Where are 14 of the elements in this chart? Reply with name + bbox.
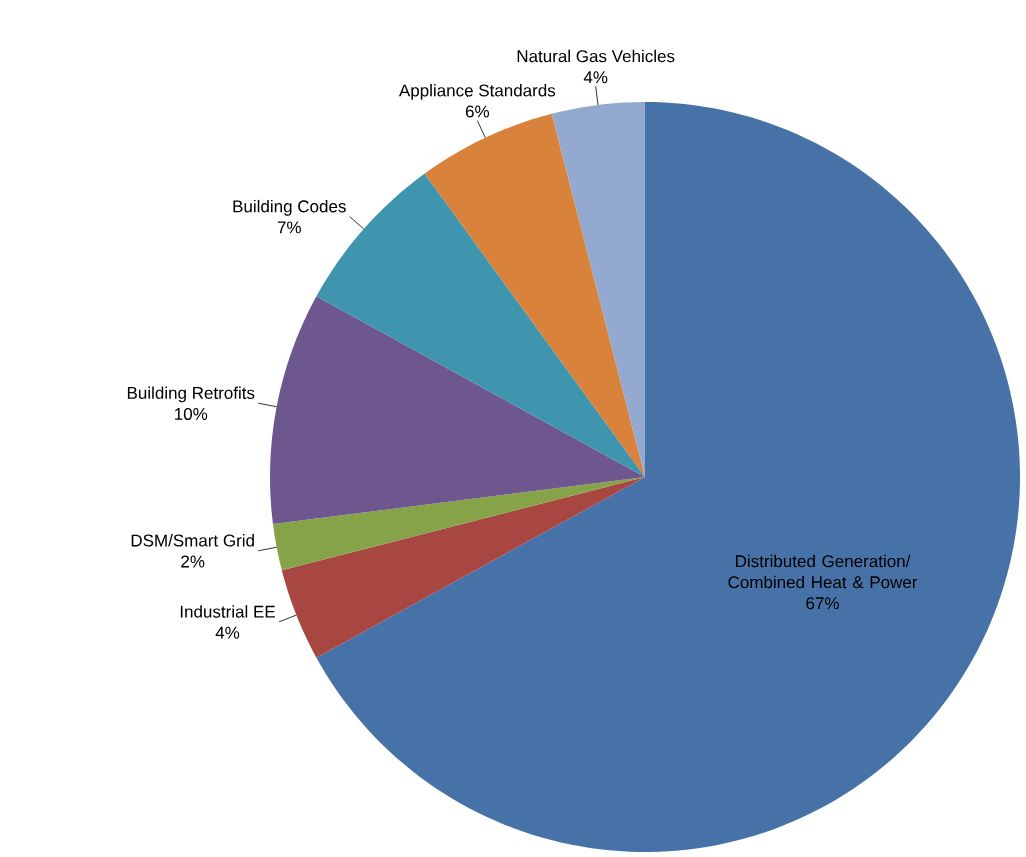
slice-label: Industrial EE <box>180 605 275 618</box>
data-label: 6% <box>465 105 490 118</box>
slice-label: Building Codes <box>233 199 346 216</box>
data-label: 4% <box>583 71 608 84</box>
slice-label: DSM/Smart Grid <box>131 534 254 547</box>
data-label: 67% <box>806 597 839 610</box>
slice-label: Building Retrofits <box>127 386 255 403</box>
data-label: 2% <box>181 555 205 568</box>
slice-label: Distributed Generation/ Combined Heat & Power <box>728 554 918 589</box>
slice-label: Appliance Standards <box>398 84 556 100</box>
data-label: 10% <box>175 407 208 420</box>
data-label: 4% <box>215 626 240 639</box>
slice-label: Natural Gas Vehicles <box>517 49 675 63</box>
data-label: 7% <box>277 221 301 234</box>
